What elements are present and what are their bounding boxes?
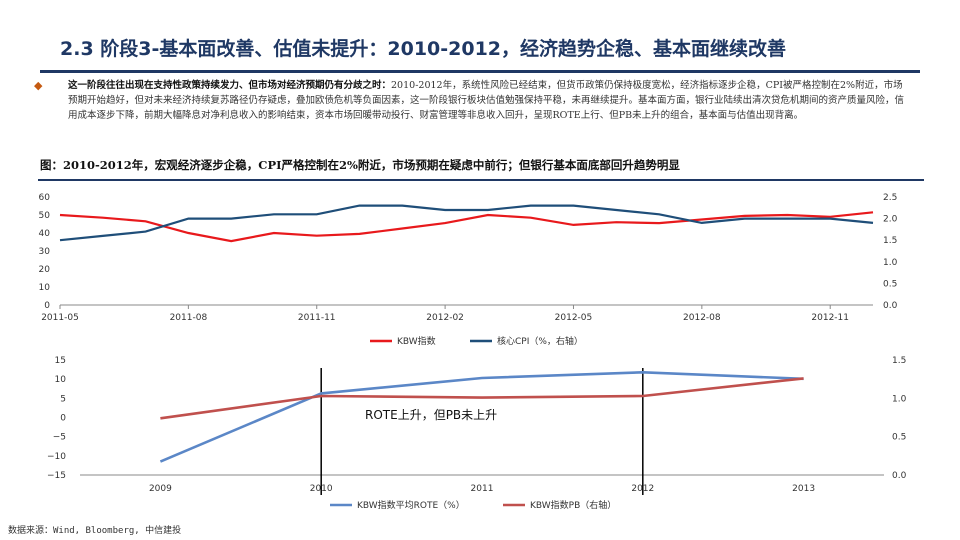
x-tick-label: 2011-05	[41, 313, 79, 323]
figure-divider	[38, 179, 924, 181]
series-line-1	[59, 211, 874, 243]
series-line-2	[59, 204, 874, 242]
y-right-tick-label: 0.0	[883, 301, 898, 311]
y-left-tick-label: −5	[53, 433, 66, 443]
y-left-tick-label: 40	[39, 229, 51, 239]
y-left-tick-label: 20	[39, 265, 51, 275]
bullet-lead: 这一阶段往往出现在支持性政策持续发力、但市场对经济预期仍有分歧之时：	[68, 80, 392, 91]
source-note: 数据来源：Wind, Bloomberg, 中信建投	[8, 526, 182, 536]
chart-annotation: ROTE上升，但PB未上升	[365, 408, 497, 422]
y-right-tick-label: 1.0	[892, 394, 907, 404]
y-left-tick-label: 0	[44, 301, 50, 311]
title-divider	[40, 70, 920, 73]
x-tick-label: 2009	[149, 484, 172, 494]
y-left-tick-label: −15	[47, 471, 66, 481]
series-line-2	[160, 377, 804, 420]
y-right-tick-label: 0.0	[892, 471, 907, 481]
y-left-tick-label: 10	[55, 375, 67, 385]
y-left-tick-label: 60	[39, 193, 51, 203]
chart-kbw-cpi: 0 10 20 30 40 50 60 0.0 0.5 1.0 1.5 2.0 2.5 2011-05 20…	[39, 193, 898, 347]
y-right-tick-label: 1.5	[883, 236, 897, 246]
bullet-diamond-icon: ◆	[34, 79, 43, 92]
x-tick-label: 2011-08	[170, 313, 208, 323]
x-tick-label: 2013	[792, 484, 815, 494]
y-left-tick-label: 5	[60, 394, 66, 404]
y-right-tick-label: 0.5	[892, 433, 906, 443]
x-tick-label: 2012-08	[683, 313, 721, 323]
y-left-tick-label: 10	[39, 283, 51, 293]
y-left-tick-label: 30	[39, 247, 51, 257]
y-left-tick-label: 50	[39, 211, 51, 221]
y-left-tick-label: −10	[47, 452, 66, 462]
y-left-tick-label: 0	[60, 414, 66, 424]
legend-label-2: 核心CPI（%，右轴）	[497, 335, 583, 347]
bullet-paragraph: 这一阶段往往出现在支持性政策持续发力、但市场对经济预期仍有分歧之时：2010-2…	[68, 78, 908, 123]
y-right-tick-label: 2.5	[883, 193, 897, 203]
y-right-tick-label: 1.0	[883, 258, 898, 268]
figure-title: 图：2010-2012年，宏观经济逐步企稳，CPI严格控制在2%附近，市场预期在…	[40, 158, 680, 172]
y-right-tick-label: 1.5	[892, 356, 906, 366]
series-line-1	[159, 370, 804, 463]
legend-label-2: KBW指数PB（右轴）	[530, 499, 616, 511]
x-tick-label: 2012-02	[426, 313, 464, 323]
x-tick-label: 2011-11	[298, 313, 336, 323]
slide-title: 2.3 阶段3-基本面改善、估值未提升：2010-2012，经济趋势企稳、基本面…	[60, 38, 787, 60]
y-left-tick-label: 15	[55, 356, 66, 366]
legend-label-1: KBW指数平均ROTE（%）	[357, 499, 465, 511]
chart-rote-pb: 151050−5−10−151.51.00.50.020092010201120…	[47, 356, 907, 511]
y-right-tick-label: 2.0	[883, 215, 898, 225]
x-tick-label: 2011	[471, 484, 494, 494]
y-right-tick-label: 0.5	[883, 279, 897, 289]
x-tick-label: 2012-05	[555, 313, 593, 323]
legend-label-1: KBW指数	[397, 335, 436, 347]
bullet-body: 2010-2012年，系统性风险已经结束，但货币政策仍保持极度宽松，经济指标逐步…	[68, 80, 905, 121]
x-tick-label: 2012-11	[811, 313, 849, 323]
